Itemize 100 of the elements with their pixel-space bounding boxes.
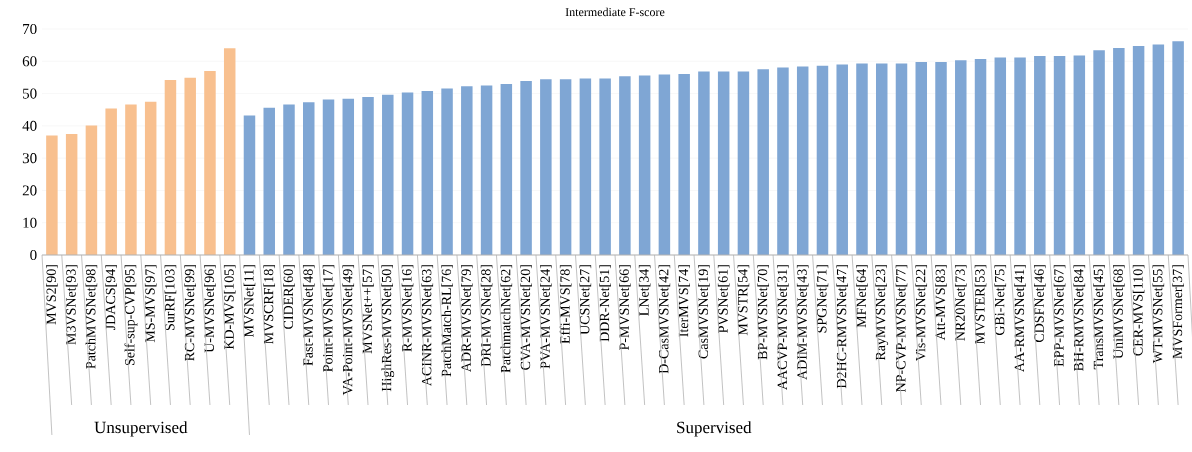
x-tick-label: DRI-MVSNet[28]: [480, 265, 493, 367]
bar: [777, 67, 789, 255]
bar: [480, 85, 493, 255]
x-tick-label: VA-Point-MVSNet[49]: [342, 265, 355, 396]
x-tick-label: AACVP-MVSNet[31]: [777, 265, 789, 390]
x-tick-label: RayMVSNet[23]: [875, 265, 889, 361]
x-tick-label: MVSFormer[37]: [1172, 265, 1184, 359]
y-tick-label: 50: [23, 88, 37, 99]
x-tick-label: IterMVS[74]: [678, 265, 690, 337]
bar: [935, 61, 947, 255]
bar: [85, 125, 98, 255]
bar: [164, 80, 177, 255]
bar: [955, 60, 967, 255]
y-tick-label: 20: [22, 185, 37, 196]
x-tick-label: SurRF[103]: [164, 265, 177, 331]
x-tick-label: Point-MVSNet[17]: [322, 265, 335, 372]
bar: [1073, 55, 1086, 255]
y-tick-label: 40: [22, 120, 37, 131]
x-tick-label: SPGNet[71]: [816, 265, 829, 333]
x-tick-label: EPP-MVSNet[67]: [1053, 265, 1066, 367]
bar: [520, 80, 532, 255]
x-tick-label: Vis-MVSNet[22]: [915, 265, 928, 362]
bar: [678, 73, 690, 255]
y-tick-label: 60: [22, 56, 37, 67]
x-tick-label: DDR-Net[51]: [599, 265, 611, 342]
text: Supervised: [677, 421, 752, 437]
bar: [223, 48, 236, 255]
x-tick-label: MVSNet[11]: [243, 265, 256, 338]
x-tick-label: LNet[34]: [638, 265, 651, 316]
bar: [105, 108, 117, 255]
bar: [401, 92, 414, 255]
x-tick-label: CVA-MVSNet[20]: [520, 265, 532, 370]
bar: [1034, 56, 1046, 255]
x-tick-label: GBi-Net[75]: [994, 265, 1007, 336]
bar: [243, 115, 256, 255]
bar: [540, 79, 552, 255]
bar: [1172, 41, 1184, 255]
x-tick-label: MVSTER[53]: [974, 265, 987, 344]
x-tick-label: KD-MVS[105]: [223, 265, 236, 350]
bar: [303, 102, 315, 255]
x-tick-label: D2HC-RMVSNet[47]: [836, 265, 849, 389]
x-tick-label: RC-MVSNet[99]: [184, 265, 196, 361]
bar: [796, 66, 809, 255]
x-tick-label: ADR-MVSNet[79]: [461, 265, 473, 373]
bar: [144, 101, 157, 255]
x-tick-label: NR20Net[73]: [954, 265, 967, 341]
y-tick-label: 70: [23, 23, 37, 35]
bar: [856, 63, 868, 255]
x-tick-label: MVSCRF[18]: [263, 265, 276, 344]
bar: [895, 63, 908, 255]
bar: [342, 98, 355, 255]
bar: [974, 59, 987, 255]
x-tick-label: BP-MVSNet[70]: [757, 265, 769, 360]
x-tick-label: CIDER[60]: [283, 265, 295, 329]
x-tick-label: PatchmatchNet[62]: [500, 265, 513, 373]
x-tick-label: AA-RMVSNet[41]: [1014, 265, 1026, 373]
bar: [322, 99, 335, 255]
x-tick-label: NP-CVP-MVSNet[77]: [895, 265, 908, 393]
bar: [65, 133, 78, 255]
x-tick-label: PVSNet[61]: [717, 265, 730, 333]
x-tick-label: ADIM-MVSNet[43]: [796, 265, 809, 380]
bar: [1113, 48, 1125, 255]
bar: [461, 86, 473, 255]
text: Unsupervised: [94, 421, 188, 437]
bar: [362, 97, 374, 255]
x-tick-label: JDACS[94]: [105, 265, 117, 330]
bar: [875, 63, 888, 255]
bar: [421, 90, 434, 255]
bar: [698, 71, 710, 255]
x-tick-label: Att-MVS[83]: [935, 265, 947, 341]
bar: [816, 65, 829, 255]
x-tick-label: PatchMVSNet[98]: [85, 265, 98, 369]
y-tick-label: 30: [22, 153, 37, 164]
bar: [737, 71, 750, 255]
bar: [658, 74, 671, 255]
bar: [283, 104, 295, 255]
bar: [757, 69, 769, 255]
x-tick-label: TransMVSNet[45]: [1093, 265, 1105, 370]
bar: [599, 78, 611, 255]
x-tick-label: Effi-MVS[78]: [559, 265, 572, 344]
bar: [994, 57, 1007, 255]
x-tick-label: Fast-MVSNet[48]: [302, 265, 315, 366]
bar: [1152, 44, 1165, 255]
x-tick-label: CDSFNet[46]: [1034, 265, 1046, 343]
x-tick-label: U-MVSNet[96]: [204, 265, 216, 353]
x-tick-label: MVSTR[54]: [737, 265, 750, 336]
bar: [1014, 57, 1026, 255]
x-tick-label: ACINR-MVSNet[63]: [421, 265, 434, 387]
bar: [382, 94, 394, 255]
x-tick-label: BH-RMVSNet[84]: [1073, 265, 1086, 372]
y-tick-label: 0: [30, 249, 37, 261]
x-tick-label: CasMVSNet[19]: [698, 265, 710, 359]
bar: [441, 88, 453, 255]
x-tick-label: CER-MVS[110]: [1132, 265, 1145, 356]
x-tick-label: MVS2[90]: [46, 265, 58, 325]
x-tick-label: UniMVSNet[68]: [1113, 265, 1125, 359]
bar: [263, 107, 275, 255]
bar: [836, 64, 848, 255]
chart-title: Intermediate F-score: [565, 7, 665, 17]
x-tick-label: PVA-MVSNet[24]: [540, 265, 552, 369]
